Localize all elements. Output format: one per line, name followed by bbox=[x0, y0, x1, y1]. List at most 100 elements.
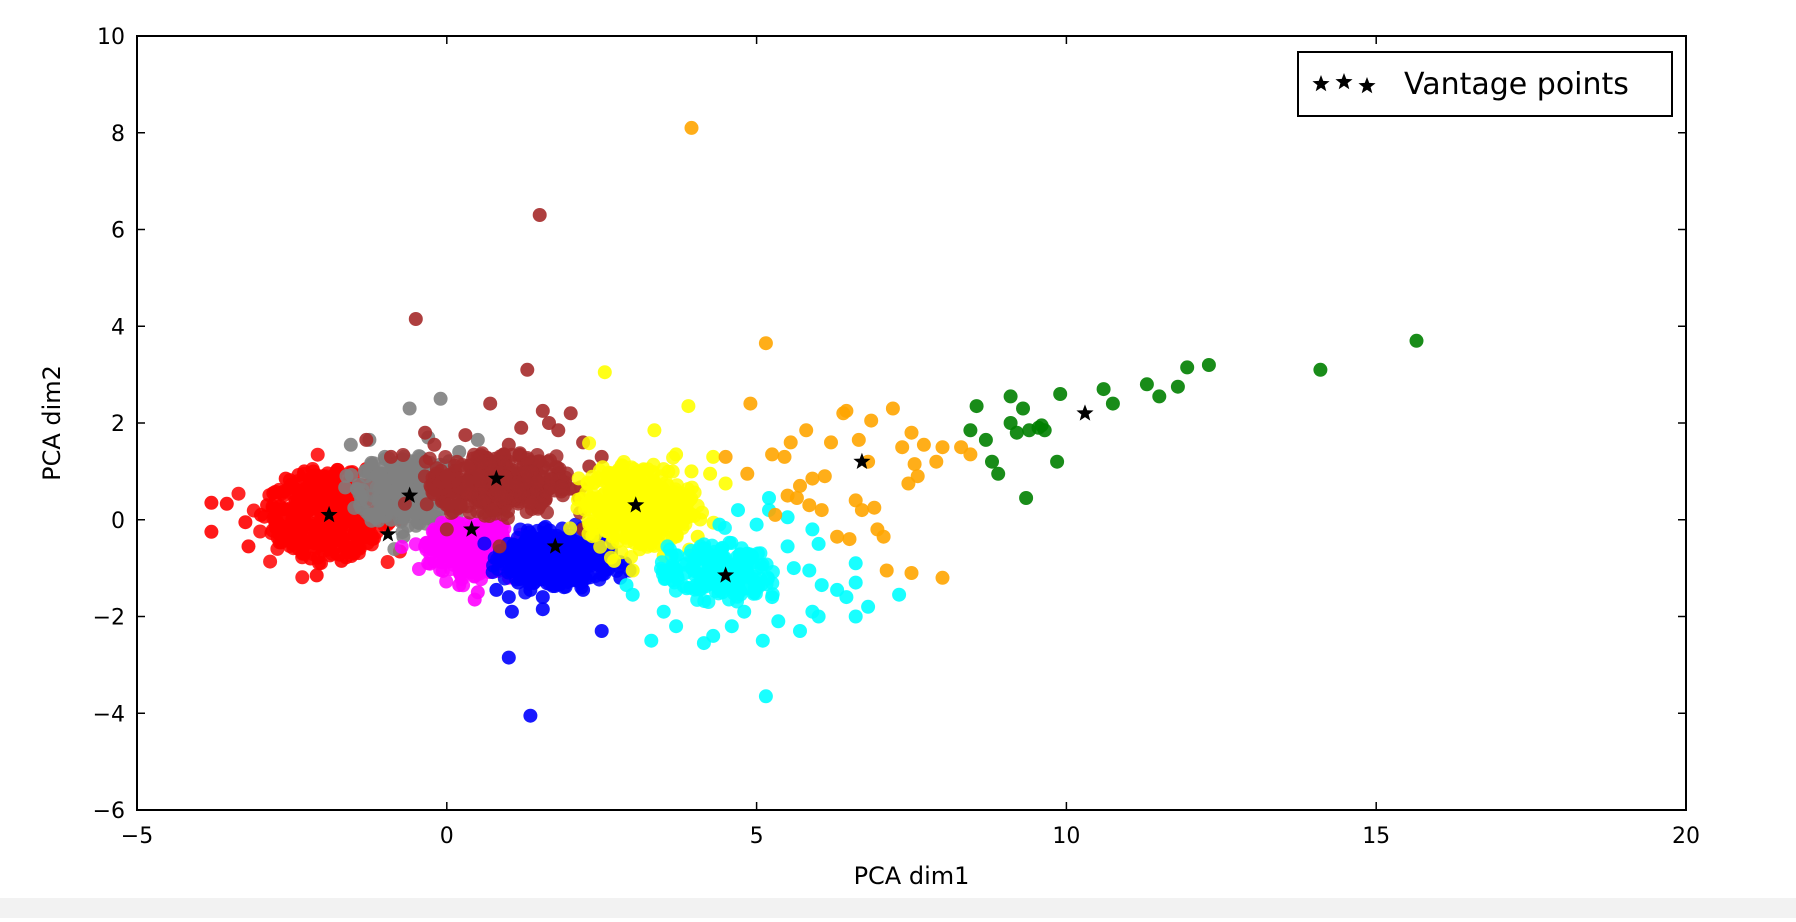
cluster-4 bbox=[359, 208, 609, 554]
scatter-point bbox=[535, 602, 550, 617]
legend-marker-vantage-points bbox=[1312, 73, 1376, 94]
scatter-point bbox=[397, 506, 411, 521]
scatter-point bbox=[743, 396, 758, 411]
scatter-point bbox=[485, 565, 500, 580]
scatter-point bbox=[696, 636, 711, 651]
scatter-point bbox=[1053, 387, 1068, 401]
scatter-point bbox=[297, 464, 312, 479]
scatter-point bbox=[1409, 333, 1424, 348]
scatter-point bbox=[470, 432, 485, 447]
scatter-point bbox=[802, 563, 817, 578]
scatter-point bbox=[817, 469, 832, 484]
scatter-point bbox=[597, 365, 612, 380]
scatter-point bbox=[670, 478, 684, 493]
scatter-point bbox=[1180, 360, 1195, 375]
scatter-point bbox=[384, 512, 398, 527]
scatter-point bbox=[365, 488, 380, 503]
y-tick-label: −6 bbox=[93, 799, 125, 824]
scatter-point bbox=[799, 423, 814, 438]
scatter-point bbox=[935, 570, 950, 585]
scatter-point bbox=[272, 522, 287, 537]
scatter-point bbox=[861, 599, 876, 614]
scatter-point bbox=[594, 624, 609, 638]
scatter-point bbox=[700, 571, 715, 585]
scatter-point bbox=[824, 435, 838, 450]
scatter-point bbox=[510, 550, 525, 565]
scatter-point bbox=[273, 499, 288, 514]
scatter-point bbox=[969, 399, 984, 414]
scatter-point bbox=[471, 472, 486, 486]
scatter-point bbox=[578, 502, 593, 517]
scatter-point bbox=[669, 619, 684, 634]
vantage-points-layer bbox=[320, 404, 1094, 583]
scatter-point bbox=[991, 466, 1006, 481]
scatter-point bbox=[1170, 379, 1185, 394]
y-axis-label: PCA dim2 bbox=[38, 365, 66, 481]
y-tick-label: 2 bbox=[111, 412, 125, 437]
scatter-point bbox=[563, 406, 578, 421]
scatter-point bbox=[638, 527, 653, 542]
scatter-point bbox=[618, 496, 633, 511]
scatter-point bbox=[712, 517, 727, 532]
scatter-point bbox=[737, 604, 752, 619]
axis-ticks-layer: −5 0 5 10 15 20 −6 −4 −2 0 2 4 6 8 10 bbox=[93, 25, 1700, 849]
scatter-point bbox=[687, 485, 702, 500]
y-tick-label: −4 bbox=[93, 702, 125, 727]
scatter-point bbox=[438, 450, 453, 464]
scatter-point bbox=[353, 498, 368, 513]
scatter-point bbox=[802, 498, 817, 513]
scatter-point bbox=[854, 503, 869, 518]
scatter-point bbox=[421, 556, 436, 571]
scatter-point bbox=[303, 551, 318, 566]
scatter-point bbox=[301, 479, 316, 494]
scatter-point bbox=[582, 436, 597, 451]
vantage-point-star bbox=[627, 496, 645, 513]
legend-star-icon bbox=[1312, 75, 1330, 92]
scatter-point bbox=[885, 401, 900, 416]
scatter-point bbox=[555, 571, 570, 586]
scatter-point bbox=[582, 517, 597, 532]
scatter-point bbox=[384, 449, 398, 464]
scatter-point bbox=[830, 529, 845, 544]
scatter-point bbox=[715, 585, 730, 600]
scatter-point bbox=[458, 428, 473, 443]
legend-star-icon bbox=[1358, 77, 1376, 94]
scatter-point bbox=[814, 578, 829, 593]
scatter-point bbox=[453, 525, 468, 540]
scatter-point bbox=[679, 581, 694, 596]
scatter-point bbox=[644, 633, 659, 648]
vantage-point-star bbox=[546, 537, 564, 554]
scatter-point bbox=[418, 539, 433, 554]
scatter-point bbox=[786, 561, 801, 576]
scatter-point bbox=[706, 449, 721, 464]
scatter-point bbox=[904, 566, 919, 580]
scatter-point bbox=[439, 574, 454, 589]
scatter-point bbox=[329, 492, 344, 507]
scatter-point bbox=[545, 528, 560, 543]
scatter-point bbox=[668, 583, 683, 598]
x-tick-label: 0 bbox=[440, 824, 454, 849]
bottom-band bbox=[0, 898, 1796, 918]
scatter-point bbox=[359, 432, 374, 447]
scatter-point bbox=[365, 532, 380, 547]
scatter-point bbox=[1031, 420, 1046, 435]
scatter-point bbox=[793, 624, 807, 638]
scatter-point bbox=[263, 554, 278, 569]
scatter-point bbox=[811, 536, 826, 551]
scatter-point bbox=[1139, 377, 1154, 392]
scatter-point bbox=[978, 432, 993, 447]
scatter-point bbox=[501, 504, 515, 519]
scatter-point bbox=[901, 476, 916, 491]
y-tick-label: 8 bbox=[111, 122, 125, 147]
scatter-point bbox=[657, 572, 672, 586]
cluster-3 bbox=[477, 517, 637, 723]
scatter-point bbox=[684, 464, 699, 479]
vantage-point-star bbox=[717, 566, 735, 583]
scatter-point bbox=[771, 614, 786, 629]
scatter-point bbox=[731, 503, 745, 518]
scatter-point bbox=[758, 689, 773, 704]
scatter-point bbox=[432, 552, 447, 567]
scatter-point bbox=[238, 515, 253, 530]
scatter-point bbox=[504, 604, 519, 619]
